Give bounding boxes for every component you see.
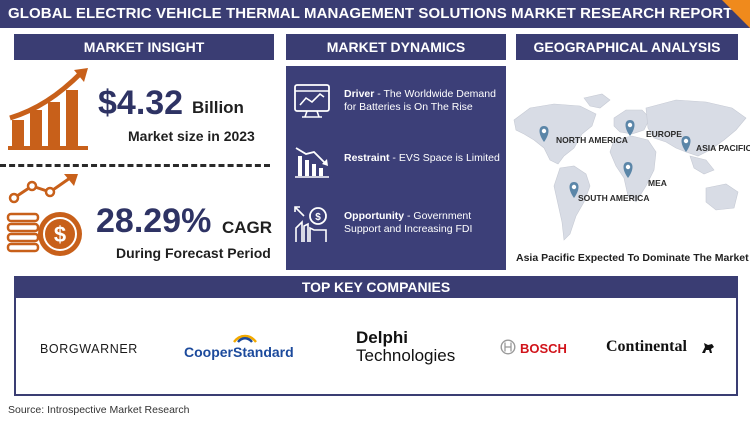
driver-monitor-icon bbox=[294, 84, 330, 118]
continental-logo: Continental bbox=[606, 338, 687, 355]
title-corner-accent bbox=[722, 0, 750, 28]
borgwarner-logo: BORGWARNER bbox=[40, 342, 138, 356]
opportunity-text: Opportunity - Government Support and Inc… bbox=[344, 210, 502, 236]
southeast-asia-shape bbox=[689, 155, 715, 175]
delphi-logo-line2: Technologies bbox=[356, 346, 456, 365]
geo-caption: Asia Pacific Expected To Dominate The Ma… bbox=[516, 252, 749, 264]
dynamics-driver: Driver - The Worldwide Demand for Batter… bbox=[286, 80, 506, 140]
svg-text:$: $ bbox=[54, 222, 66, 247]
geographical-analysis-header: GEOGRAPHICAL ANALYSIS bbox=[516, 34, 738, 60]
pin-mea bbox=[623, 162, 633, 178]
cooper-standard-mark-icon bbox=[233, 334, 257, 343]
market-size-caption: Market size in 2023 bbox=[128, 128, 255, 144]
opportunity-description: - Government Support and Increasing FDI bbox=[344, 210, 473, 235]
market-dynamics-panel: Driver - The Worldwide Demand for Batter… bbox=[286, 66, 506, 270]
insight-divider bbox=[0, 164, 270, 167]
market-size-unit: Billion bbox=[192, 98, 244, 117]
source-note: Source: Introspective Market Research bbox=[8, 404, 190, 416]
label-mea: MEA bbox=[648, 178, 667, 188]
driver-description: - The Worldwide Demand for Batteries is … bbox=[344, 88, 496, 113]
cooper-standard-logo: CooperStandard bbox=[184, 344, 294, 360]
market-size-value: $4.32 bbox=[98, 84, 184, 122]
bosch-armature-icon bbox=[500, 339, 516, 355]
label-south-america: SOUTH AMERICA bbox=[578, 193, 650, 203]
world-map bbox=[513, 93, 747, 241]
south-america-shape bbox=[553, 165, 591, 241]
top-key-companies-header: TOP KEY COMPANIES bbox=[14, 276, 738, 298]
australia-shape bbox=[705, 183, 739, 211]
restraint-label: Restraint bbox=[344, 152, 390, 164]
opportunity-label: Opportunity bbox=[344, 210, 405, 222]
restraint-text: Restraint - EVS Space is Limited bbox=[344, 152, 502, 165]
dynamics-restraint: Restraint - EVS Space is Limited bbox=[286, 142, 506, 202]
driver-label: Driver bbox=[344, 88, 375, 100]
cagr-unit: CAGR bbox=[222, 218, 273, 237]
restraint-description: - EVS Space is Limited bbox=[389, 152, 500, 164]
growth-chart-icon bbox=[8, 68, 88, 150]
africa-shape bbox=[609, 135, 657, 203]
pin-asia-pacific bbox=[681, 136, 691, 152]
asia-shape bbox=[645, 99, 747, 157]
driver-text: Driver - The Worldwide Demand for Batter… bbox=[344, 88, 502, 114]
bosch-logo: BOSCH bbox=[520, 341, 567, 356]
cagr-caption: During Forecast Period bbox=[116, 245, 271, 261]
greenland-shape bbox=[583, 93, 611, 109]
cagr-coins-icon: $ bbox=[6, 174, 82, 256]
market-dynamics-header: MARKET DYNAMICS bbox=[286, 34, 506, 60]
svg-text:$: $ bbox=[315, 212, 321, 223]
opportunity-hand-coin-icon: $ bbox=[294, 206, 327, 242]
market-insight-header: MARKET INSIGHT bbox=[14, 34, 274, 60]
restraint-declining-chart-icon bbox=[295, 147, 329, 178]
report-title: GLOBAL ELECTRIC VEHICLE THERMAL MANAGEME… bbox=[8, 5, 733, 22]
pin-europe bbox=[625, 120, 635, 136]
delphi-logo-line1: Delphi bbox=[356, 328, 408, 347]
title-bar: GLOBAL ELECTRIC VEHICLE THERMAL MANAGEME… bbox=[0, 0, 750, 28]
label-asia-pacific: ASIA PACIFIC bbox=[696, 143, 750, 153]
cagr-value: 28.29% bbox=[96, 202, 212, 240]
continental-horse-icon bbox=[702, 343, 714, 353]
north-america-shape bbox=[513, 103, 597, 165]
label-north-america: NORTH AMERICA bbox=[556, 135, 628, 145]
dynamics-opportunity: $ Opportunity - Government Support and I… bbox=[286, 204, 506, 264]
label-europe: EUROPE bbox=[646, 129, 682, 139]
pin-north-america bbox=[539, 126, 549, 142]
pin-south-america bbox=[569, 182, 579, 198]
